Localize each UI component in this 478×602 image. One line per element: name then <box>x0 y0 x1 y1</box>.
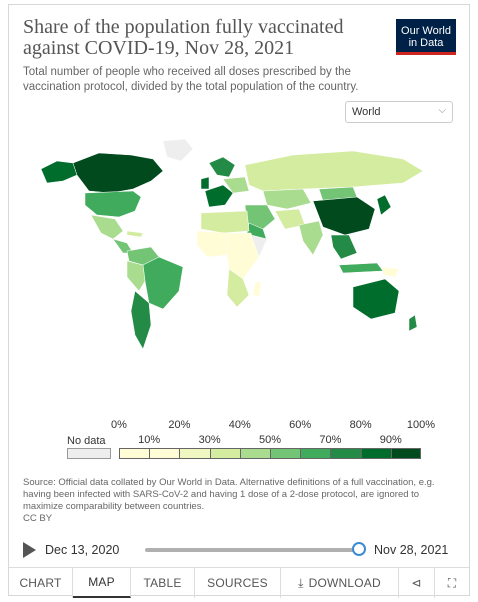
map-region-iceland-scandinavia[interactable] <box>208 156 236 178</box>
tab-map[interactable]: MAP <box>73 568 131 598</box>
timeline-handle[interactable] <box>352 542 366 556</box>
source-note: Source: Official data collated by Our Wo… <box>23 477 453 525</box>
world-map[interactable] <box>23 135 463 395</box>
owid-logo[interactable]: Our World in Data <box>396 19 456 55</box>
map-region-india[interactable] <box>298 220 324 256</box>
timeline-end-date: Nov 28, 2021 <box>374 543 449 557</box>
map-region-southern-africa[interactable] <box>226 268 250 308</box>
tab-download[interactable]: ⤓ DOWNLOAD <box>281 568 399 598</box>
map-region-horn-of-africa[interactable] <box>250 234 268 258</box>
play-icon[interactable] <box>23 542 36 558</box>
chart-subtitle: Total number of people who received all … <box>23 66 359 93</box>
timeline-start-date: Dec 13, 2020 <box>45 543 120 557</box>
fullscreen-icon: ⛶ <box>447 575 457 590</box>
legend-color-bin[interactable] <box>119 448 150 459</box>
legend-color-bin[interactable] <box>390 448 421 459</box>
region-select[interactable]: World ⌵ <box>345 101 453 123</box>
legend-no-data-swatch <box>67 448 111 459</box>
map-region-north-africa[interactable] <box>200 210 250 234</box>
tab-table-label: TABLE <box>143 576 182 590</box>
legend-tick-label: 90% <box>379 434 402 446</box>
map-region-kazakhstan-central-asia[interactable] <box>262 188 312 210</box>
legend-color-bin[interactable] <box>239 448 270 459</box>
tab-download-label: DOWNLOAD <box>308 576 381 590</box>
legend-tick-label: 40% <box>228 419 251 431</box>
map-region-russia[interactable] <box>244 150 424 192</box>
chart-title: Share of the population fully vaccinated… <box>23 16 344 59</box>
legend-no-data-label: No data <box>67 435 106 447</box>
tab-bar: CHART MAP TABLE SOURCES ⤓ DOWNLOAD ⊲ ⛶ <box>9 567 469 598</box>
legend-tick-label: 100% <box>406 419 436 431</box>
map-region-western-europe[interactable] <box>204 184 234 208</box>
legend-tick-label: 80% <box>349 419 372 431</box>
map-region-china[interactable] <box>312 196 376 236</box>
legend-tick-label: 70% <box>319 434 342 446</box>
legend-tick-label: 60% <box>289 419 312 431</box>
tab-sources[interactable]: SOURCES <box>195 568 281 598</box>
tab-table[interactable]: TABLE <box>131 568 195 598</box>
legend-tick-label: 20% <box>168 419 191 431</box>
license-text[interactable]: CC BY <box>23 513 53 524</box>
tab-chart-label: CHART <box>19 576 62 590</box>
fullscreen-button[interactable]: ⛶ <box>435 568 469 598</box>
map-region-argentina-chile[interactable] <box>130 290 152 350</box>
map-legend: No data 0% 20% 40% 60% 80% 100% 10% 30% 50% 70% 9… <box>23 415 463 465</box>
map-region-papua-new-guinea[interactable] <box>382 266 400 278</box>
legend-tick-label: 10% <box>138 434 161 446</box>
legend-color-bin[interactable] <box>209 448 240 459</box>
map-region-canada[interactable] <box>72 152 164 194</box>
legend-tick-label: 30% <box>198 434 221 446</box>
timeline-track[interactable] <box>145 548 359 552</box>
download-icon: ⤓ <box>298 575 304 590</box>
map-region-korea-japan[interactable] <box>376 194 392 216</box>
map-region-west-africa[interactable] <box>196 230 230 258</box>
legend-tick-label: 0% <box>111 419 127 431</box>
timeline: Dec 13, 2020 Nov 28, 2021 <box>23 539 463 561</box>
legend-color-bin[interactable] <box>149 448 180 459</box>
legend-color-bin[interactable] <box>360 448 391 459</box>
legend-tick-label: 50% <box>258 434 282 446</box>
legend-color-bin[interactable] <box>270 448 301 459</box>
share-icon: ⊲ <box>411 576 422 590</box>
map-region-alaska[interactable] <box>40 160 78 184</box>
region-select-value: World <box>352 106 381 118</box>
map-region-southeast-asia[interactable] <box>330 234 358 260</box>
tab-chart[interactable]: CHART <box>9 568 73 598</box>
map-region-peru-bolivia[interactable] <box>126 260 146 292</box>
map-region-eastern-europe[interactable] <box>222 176 250 194</box>
map-region-caribbean[interactable] <box>126 230 144 238</box>
map-region-brazil[interactable] <box>142 256 184 310</box>
map-region-madagascar[interactable] <box>252 280 262 298</box>
tab-map-label: MAP <box>88 575 115 589</box>
chevron-down-icon: ⌵ <box>438 105 446 116</box>
map-region-usa[interactable] <box>84 190 142 218</box>
legend-color-bin[interactable] <box>179 448 210 459</box>
legend-color-bin[interactable] <box>330 448 361 459</box>
map-region-australia[interactable] <box>352 278 400 320</box>
source-text: Source: Official data collated by Our Wo… <box>23 477 435 512</box>
map-region-greenland[interactable] <box>162 138 194 162</box>
share-button[interactable]: ⊲ <box>399 568 435 598</box>
map-region-mexico[interactable] <box>90 214 124 240</box>
chart-frame: Share of the population fully vaccinated… <box>8 4 470 598</box>
map-region-uk[interactable] <box>200 176 210 190</box>
map-region-indonesia[interactable] <box>338 262 384 274</box>
legend-color-bin[interactable] <box>300 448 331 459</box>
map-region-new-zealand[interactable] <box>408 314 418 332</box>
tab-sources-label: SOURCES <box>207 576 268 590</box>
